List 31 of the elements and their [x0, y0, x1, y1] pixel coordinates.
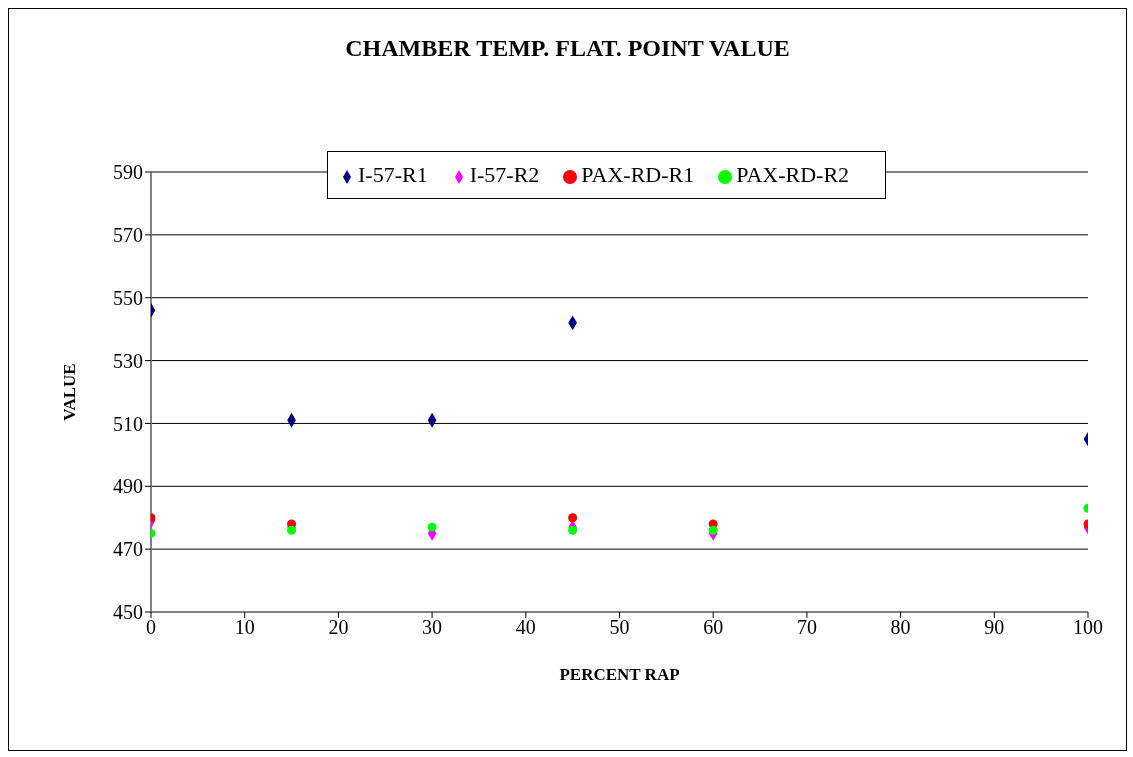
x-tick-label: 80	[890, 616, 911, 639]
y-tick-label: 550	[113, 286, 143, 309]
x-tick-label: 60	[703, 616, 724, 639]
y-tick-label: 450	[113, 601, 143, 624]
x-tick-label: 100	[1073, 616, 1103, 639]
y-tick-label: 470	[113, 538, 143, 561]
y-tick-label: 510	[113, 412, 143, 435]
x-tick-label: 90	[984, 616, 1005, 639]
y-tick-label: 490	[113, 475, 143, 498]
legend-label: PAX-RD-R2	[736, 162, 850, 187]
y-tick-label: 590	[113, 161, 143, 184]
x-tick-label: 30	[422, 616, 443, 639]
x-axis-title: PERCENT RAP	[559, 665, 680, 684]
legend-label: I-57-R1	[358, 162, 428, 187]
x-tick-label: 0	[146, 616, 156, 639]
x-tick-label: 40	[515, 616, 536, 639]
y-tick-label: 570	[113, 223, 143, 246]
chart-title: CHAMBER TEMP. FLAT. POINT VALUE	[344, 35, 791, 62]
point	[427, 522, 437, 532]
point	[708, 525, 718, 535]
y-axis-title: VALUE	[60, 363, 80, 421]
x-tick-label: 20	[328, 616, 349, 639]
point	[568, 513, 578, 523]
x-tick-label: 70	[796, 616, 817, 639]
x-tick-label: 50	[609, 616, 630, 639]
y-tick-label: 530	[113, 349, 143, 372]
point	[568, 525, 578, 535]
x-tick-label: 10	[234, 616, 255, 639]
point	[287, 525, 297, 535]
legend-label: I-57-R2	[469, 162, 540, 187]
legend-label: PAX-RD-R1	[581, 162, 695, 187]
